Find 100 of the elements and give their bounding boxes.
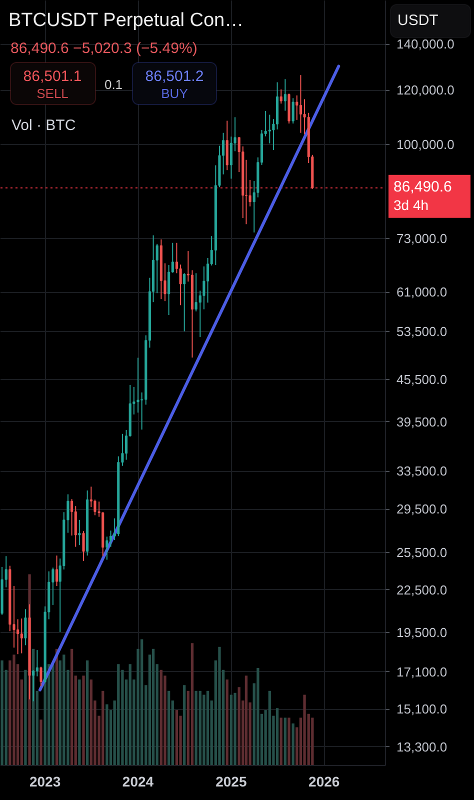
y-tick-label: 29,500.0: [396, 502, 448, 517]
text: 3d 4h: [394, 196, 429, 213]
bar: [206, 690, 210, 766]
y-tick-label: 19,500.0: [396, 625, 448, 640]
y-tick-label: 140,000.0: [396, 36, 454, 52]
bar: [128, 664, 132, 766]
bar: [140, 639, 144, 766]
bar: [198, 690, 202, 766]
candlestick: [16, 618, 20, 655]
candlestick: [55, 555, 58, 587]
bar: [82, 676, 85, 766]
bar: [194, 690, 198, 766]
x-tick-label: 2026: [308, 774, 340, 790]
annotation: Vol · BTC: [12, 117, 76, 134]
candlestick: [82, 530, 85, 562]
x-tick-label: 2023: [29, 774, 61, 790]
text: USDT: [398, 12, 438, 29]
bar: [226, 679, 228, 766]
bar: [311, 718, 314, 766]
bar: [230, 694, 233, 766]
text: 86,490.6 −5,020.3 (−5.49%): [10, 40, 198, 57]
bar: [175, 710, 178, 766]
candlestick: [109, 530, 112, 548]
bar: [284, 718, 286, 766]
candlestick: [194, 272, 198, 312]
bar: [70, 648, 74, 766]
y-tick-label: 120,000.0: [396, 82, 454, 98]
annotation: BUY: [161, 86, 188, 101]
candlestick: [268, 114, 271, 144]
candlestick: [168, 264, 170, 316]
candlestick: [136, 357, 140, 414]
candlestick: [20, 618, 23, 654]
candlestick: [230, 136, 232, 180]
bar: [12, 654, 16, 766]
bar: [280, 718, 282, 766]
candlestick: [179, 264, 182, 306]
bar: [244, 676, 248, 766]
y-tick-label: 61,000.0: [396, 284, 448, 300]
candlestick: [296, 94, 298, 120]
bar: [106, 704, 108, 766]
bar: [102, 690, 104, 766]
candlestick: [292, 98, 294, 124]
y-tick-label: 15,100.0: [396, 702, 448, 717]
bar: [160, 670, 162, 766]
annotation: SELL: [36, 86, 68, 101]
y-tick-label: 45,500.0: [396, 372, 448, 388]
annotation: 86,501.2: [145, 68, 204, 85]
bar: [90, 679, 92, 766]
candlestick: [90, 486, 92, 508]
candlestick: [94, 499, 96, 516]
bar: [24, 670, 27, 766]
y-tick-label: 22,500.0: [396, 582, 448, 598]
bar: [303, 694, 306, 766]
candlestick: [299, 74, 302, 134]
bar: [183, 685, 186, 766]
bar: [0, 660, 4, 766]
bar: [288, 718, 290, 766]
y-tick-label: 73,000.0: [396, 231, 448, 246]
annotation: 0.1: [104, 77, 123, 92]
bar: [268, 690, 271, 766]
text: BTCUSDT Perpetual Con…: [8, 10, 244, 31]
y-tick-label: 39,500.0: [396, 414, 448, 430]
bar: [40, 720, 42, 766]
y-tick-label: 17,100.0: [396, 664, 448, 680]
candlestick: [106, 536, 108, 560]
x-tick-label: 2024: [122, 774, 154, 790]
candlestick: [32, 670, 35, 702]
y-tick-label: 13,300.0: [396, 739, 448, 754]
candlestick: [280, 88, 282, 104]
bar: [256, 668, 260, 766]
y-tick-label: 53,500.0: [396, 324, 448, 339]
candlestick: [24, 608, 27, 646]
y-tick-label: 25,500.0: [396, 545, 448, 560]
candlestick: [284, 78, 286, 112]
candlestick: [202, 266, 206, 310]
bar: [117, 664, 120, 766]
bar: [292, 723, 294, 766]
ref-line-label: 86,490.6: [394, 178, 452, 196]
bar: [52, 664, 54, 766]
candlestick: [40, 666, 42, 687]
y-tick-label: 100,000.0: [396, 137, 454, 152]
candlestick: [183, 272, 186, 332]
annotation: 86,501.1: [23, 68, 82, 85]
bar: [78, 679, 81, 766]
x-tick-label: 2025: [216, 774, 247, 790]
bar: [190, 643, 194, 766]
bar: [276, 708, 279, 766]
bar: [152, 648, 155, 766]
y-tick-label: 33,500.0: [396, 464, 448, 479]
candlestick: [70, 498, 74, 536]
bar: [86, 660, 89, 766]
bar: [234, 692, 236, 766]
bar: [202, 694, 206, 766]
bar: [62, 654, 66, 766]
bar: [167, 690, 170, 766]
candlestick: [78, 519, 81, 546]
candlestick: [248, 180, 252, 207]
bar: [218, 646, 221, 766]
candlestick: [36, 650, 38, 677]
bar: [238, 687, 240, 766]
